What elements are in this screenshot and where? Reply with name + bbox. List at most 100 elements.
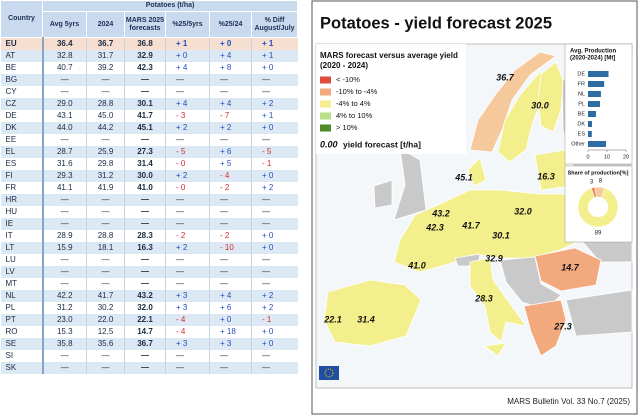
table-cell: 39.2: [86, 62, 125, 74]
table-cell: —: [250, 218, 298, 230]
table-cell: 28.8: [86, 230, 125, 242]
table-cell: —: [86, 74, 125, 86]
table-cell: PL: [0, 302, 44, 314]
legend-swatch: [320, 76, 331, 84]
legend-label: -10% to -4%: [336, 87, 378, 96]
map-label: 14.7: [561, 262, 580, 272]
table-row: SE 35.8 35.6 36.7 + 3 + 3 + 0: [0, 338, 298, 350]
table-cell: —: [165, 362, 210, 374]
table-cell: —: [165, 278, 210, 290]
footer: MARS Bulletin Vol. 33 No.7 (2025): [507, 397, 630, 406]
table-row: DE 43.1 45.0 41.7- 3- 7 + 1: [0, 110, 298, 122]
table-cell: SE: [0, 338, 44, 350]
table-row: AT 32.8 31.7 32.9 + 0 + 4 + 1: [0, 50, 298, 62]
table-cell: —: [124, 266, 166, 278]
chart-title: (2020-2024) [Mt]: [570, 56, 615, 62]
column-header: %25/5yrs: [165, 11, 210, 38]
map-title: Potatoes - yield forecast 2025: [320, 14, 552, 32]
legend-title: (2020 - 2024): [320, 61, 368, 70]
table-cell: —: [42, 278, 87, 290]
table-cell: NL: [0, 290, 44, 302]
table-row: IT 28.9 28.8 28.3- 2- 2 + 0: [0, 230, 298, 242]
table-row: HU — — — — — —: [0, 206, 298, 218]
table-cell: BG: [0, 74, 44, 86]
table-cell: 36.7: [86, 37, 125, 50]
table-cell: + 3: [165, 290, 210, 302]
table-row: LU — — — — — —: [0, 254, 298, 266]
table-cell: —: [250, 362, 298, 374]
map-label: 30.1: [492, 230, 510, 240]
table-row: EL 28.7 25.9 27.3- 5 + 6- 5: [0, 146, 298, 158]
table-cell: —: [86, 266, 125, 278]
table-cell: —: [250, 350, 298, 362]
table-cell: + 4: [209, 98, 252, 110]
table-cell: MT: [0, 278, 44, 290]
table-cell: 25.9: [86, 146, 125, 158]
x-tick-label: 10: [604, 154, 610, 160]
bar: [588, 141, 607, 147]
table-cell: IT: [0, 230, 44, 242]
table-cell: —: [209, 278, 252, 290]
pie-slice: [577, 187, 619, 228]
table-cell: 41.7: [86, 290, 125, 302]
table-cell: —: [209, 362, 252, 374]
table-cell: AT: [0, 50, 44, 62]
table-cell: + 4: [165, 62, 210, 74]
table-cell: + 1: [250, 50, 298, 62]
table-cell: - 1: [250, 314, 298, 326]
category-label: Other: [571, 141, 585, 147]
category-label: DK: [577, 121, 585, 127]
table-cell: FI: [0, 170, 44, 182]
table-cell: —: [250, 134, 298, 146]
table-cell: 30.0: [124, 170, 166, 182]
table-cell: 41.0: [124, 182, 166, 194]
table-cell: + 2: [250, 182, 298, 194]
table-cell: + 4: [209, 50, 252, 62]
table-cell: —: [42, 218, 87, 230]
table-row: FI 29.3 31.2 30.0 + 2- 4 + 0: [0, 170, 298, 182]
table-cell: 12.5: [86, 326, 125, 338]
table-cell: —: [250, 278, 298, 290]
table-cell: 43.2: [124, 290, 166, 302]
map-label: 32.0: [514, 206, 532, 216]
category-label: FR: [578, 81, 585, 87]
table-cell: CY: [0, 86, 44, 98]
table-cell: —: [250, 206, 298, 218]
table-cell: - 1: [250, 158, 298, 170]
table-cell: —: [250, 86, 298, 98]
table-cell: —: [42, 266, 87, 278]
table-cell: + 1: [250, 37, 298, 50]
map-label: 22.1: [323, 314, 342, 324]
table-cell: 45.1: [124, 122, 166, 134]
table-cell: 32.8: [42, 50, 87, 62]
map-label: 16.3: [537, 171, 555, 181]
table-cell: 31.6: [42, 158, 87, 170]
table-cell: + 2: [209, 122, 252, 134]
map-label: 42.3: [425, 222, 444, 232]
legend-swatch: [320, 124, 331, 132]
table-cell: 22.0: [86, 314, 125, 326]
table-row: CY — — — — — —: [0, 86, 298, 98]
table-cell: —: [86, 218, 125, 230]
table-cell: 29.3: [42, 170, 87, 182]
table-cell: 30.2: [86, 302, 125, 314]
table-cell: 32.9: [124, 50, 166, 62]
table-row: SI — — — — — —: [0, 350, 298, 362]
column-header: MARS 2025 forecasts: [124, 11, 166, 38]
table-cell: —: [209, 134, 252, 146]
table-row: EU 36.4 36.7 36.8 + 1 + 0 + 1: [0, 37, 298, 50]
table-cell: —: [42, 86, 87, 98]
table-cell: + 0: [209, 314, 252, 326]
table-cell: —: [124, 206, 166, 218]
bar: [588, 81, 605, 87]
table-cell: EU: [0, 37, 44, 50]
category-label: ES: [578, 131, 586, 137]
table-cell: 36.7: [124, 338, 166, 350]
table-cell: —: [209, 266, 252, 278]
share-chart: Share of production[%] 3 8 89: [564, 165, 633, 243]
table-row: BG — — — — — —: [0, 74, 298, 86]
table-cell: —: [165, 86, 210, 98]
table-cell: RO: [0, 326, 44, 338]
table-cell: 28.9: [42, 230, 87, 242]
table-cell: —: [42, 194, 87, 206]
